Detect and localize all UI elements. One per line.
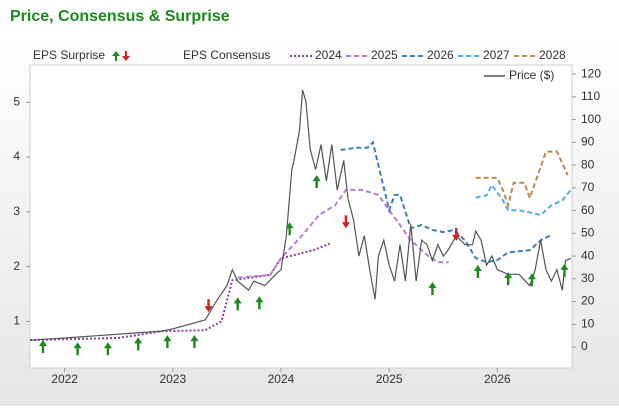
legend-label: 2025 [371, 48, 398, 62]
surprise-arrow [428, 281, 437, 295]
legend-arrow [112, 51, 120, 61]
series-line [237, 188, 449, 279]
surprise-arrow [190, 335, 199, 349]
surprise-arrow [134, 337, 143, 351]
y-tick-label: 3 [13, 204, 20, 218]
series-line [29, 89, 572, 341]
x-tick-label: 2026 [484, 372, 511, 386]
surprise-arrow [73, 342, 82, 356]
y2-tick-label: 70 [581, 180, 595, 194]
surprise-arrow [233, 297, 242, 311]
series-line [340, 140, 552, 264]
series-line [475, 150, 569, 209]
y2-tick-label: 50 [581, 226, 595, 240]
y-tick-label: 1 [13, 314, 20, 328]
surprise-arrow [163, 335, 172, 349]
y-tick-label: 2 [13, 259, 20, 273]
surprise-arrow [473, 264, 482, 278]
legend-label: 2026 [427, 48, 454, 62]
y2-tick-label: 100 [581, 112, 601, 126]
y2-tick-label: 0 [581, 339, 588, 353]
legend-label: 2027 [483, 48, 510, 62]
y2-tick-label: 20 [581, 294, 595, 308]
y-tick-label: 5 [13, 94, 20, 108]
y2-tick-label: 30 [581, 271, 595, 285]
x-tick-label: 2025 [376, 372, 403, 386]
x-tick-label: 2022 [51, 372, 78, 386]
surprise-arrow [452, 227, 461, 241]
y2-tick-label: 40 [581, 248, 595, 262]
x-tick-label: 2023 [159, 372, 186, 386]
surprise-arrow [285, 222, 294, 236]
series-line [29, 242, 331, 342]
legend-arrow [122, 51, 130, 61]
surprise-arrow [255, 296, 264, 310]
surprise-arrow [504, 272, 513, 286]
surprise-arrow [560, 263, 569, 277]
legend-label: 2024 [315, 48, 342, 62]
y-tick-label: 4 [13, 149, 20, 163]
legend-label: EPS Consensus [183, 48, 270, 62]
legend-label: Price ($) [509, 68, 554, 82]
surprise-arrow [527, 273, 536, 287]
y2-tick-label: 60 [581, 203, 595, 217]
surprise-arrow [312, 175, 321, 189]
y2-tick-label: 90 [581, 135, 595, 149]
x-tick-label: 2024 [268, 372, 295, 386]
surprise-arrow [204, 299, 213, 313]
surprise-arrow [341, 215, 350, 229]
chart-title: Price, Consensus & Surprise [10, 8, 230, 25]
surprise-arrow [38, 340, 47, 354]
series-line [475, 183, 572, 217]
y2-tick-label: 80 [581, 157, 595, 171]
y2-tick-label: 10 [581, 316, 595, 330]
y2-tick-label: 110 [581, 89, 600, 103]
legend-label: 2028 [539, 48, 566, 62]
y2-tick-label: 120 [581, 66, 601, 80]
surprise-arrow [103, 342, 112, 356]
legend-label: EPS Surprise [33, 48, 105, 62]
